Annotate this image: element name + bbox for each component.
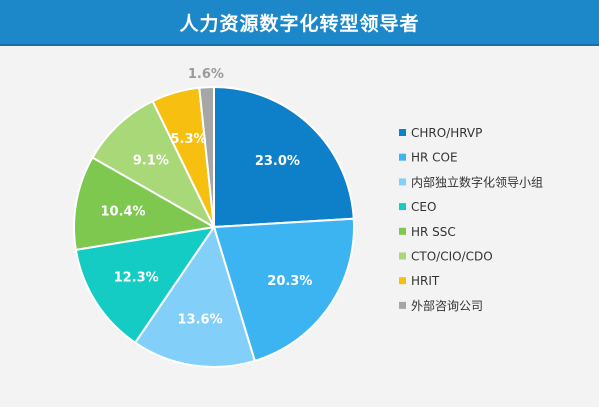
legend-swatch-1: [399, 153, 406, 161]
pie-slice-5: [91, 99, 217, 230]
legend-label-3: CEO: [411, 200, 436, 214]
legend-label-5: CTO/CIO/CDO: [411, 250, 493, 264]
legend-swatch-0: [399, 129, 406, 136]
slice-label-7: 1.6%: [188, 67, 224, 82]
legend-label-6: HRIT: [411, 274, 440, 288]
pie-slice-2: [133, 224, 257, 368]
legend-swatch-2: [399, 178, 406, 186]
legend-swatch-5: [399, 252, 406, 260]
legend-swatch-7: [399, 301, 406, 309]
legend-label-1: HR COE: [411, 151, 458, 165]
pie-slice-7: [198, 85, 215, 228]
pie-slice-0: [213, 85, 355, 229]
slice-label-2: 13.6%: [178, 312, 223, 327]
legend-swatch-4: [399, 227, 406, 235]
pie-slice-4: [73, 156, 217, 252]
slice-label-4: 10.4%: [100, 205, 145, 220]
slice-label-5: 9.1%: [133, 154, 169, 169]
slice-label-3: 12.3%: [114, 271, 159, 286]
pie-slice-3: [74, 225, 217, 345]
slice-label-0: 23.0%: [255, 154, 300, 169]
title-bar: 人力资源数字化转型领导者: [0, 0, 599, 46]
slice-label-1: 20.3%: [267, 274, 312, 289]
legend-label-4: HR SSC: [411, 225, 456, 239]
pie-slice-1: [212, 217, 355, 363]
legend-label-2: 内部独立数字化领导小组: [411, 174, 543, 189]
legend-swatch-6: [399, 277, 406, 285]
legend-swatch-3: [399, 203, 406, 211]
legend-label-7: 外部咨询公司: [411, 298, 483, 313]
slice-label-6: 5.3%: [170, 132, 206, 147]
chart-title: 人力资源数字化转型领导者: [179, 12, 420, 35]
legend-label-0: CHRO/HRVP: [411, 126, 482, 140]
